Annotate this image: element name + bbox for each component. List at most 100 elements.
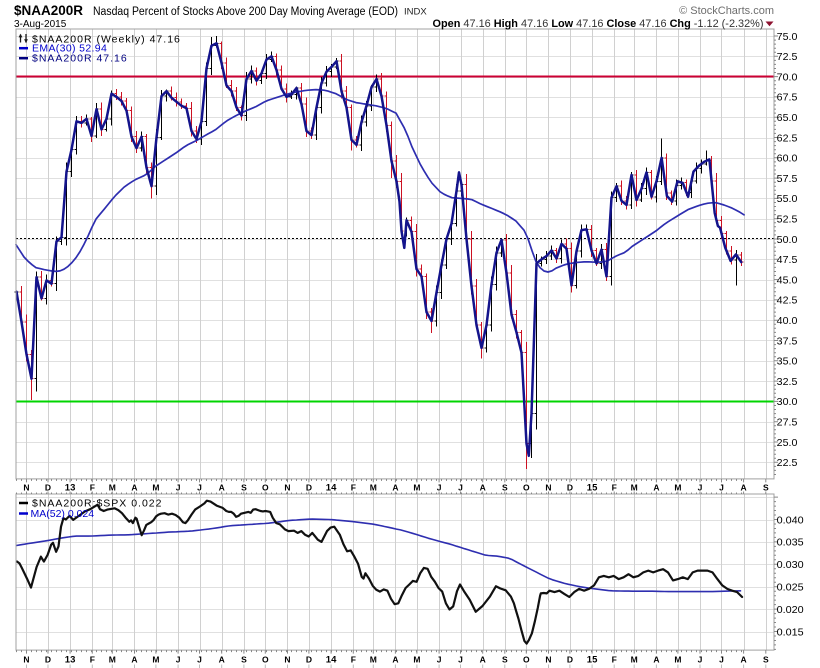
svg-text:J: J [719, 655, 724, 665]
svg-text:A: A [741, 655, 747, 665]
svg-text:70.0: 70.0 [777, 71, 798, 83]
svg-text:25.0: 25.0 [777, 437, 798, 449]
svg-text:S: S [763, 655, 769, 665]
svg-text:D: D [306, 655, 312, 665]
svg-text:D: D [306, 482, 312, 492]
svg-text:A: A [653, 655, 659, 665]
svg-text:EMA(30) 52.94: EMA(30) 52.94 [32, 43, 107, 55]
svg-text:50.0: 50.0 [777, 234, 798, 246]
svg-text:F: F [612, 655, 617, 665]
svg-text:J: J [197, 655, 202, 665]
svg-text:A: A [480, 482, 486, 492]
svg-text:A: A [219, 655, 225, 665]
svg-text:N: N [23, 655, 29, 665]
svg-text:$NAA200R 47.16: $NAA200R 47.16 [32, 53, 128, 65]
svg-text:M: M [413, 482, 420, 492]
svg-text:A: A [131, 655, 137, 665]
svg-text:F: F [612, 482, 617, 492]
svg-text:J: J [458, 655, 463, 665]
svg-text:J: J [437, 482, 442, 492]
svg-text:N: N [23, 482, 29, 492]
svg-text:0.025: 0.025 [777, 582, 804, 594]
svg-text:M: M [370, 655, 377, 665]
svg-text:F: F [351, 482, 356, 492]
svg-text:J: J [698, 482, 703, 492]
svg-text:72.5: 72.5 [777, 51, 798, 63]
svg-text:J: J [197, 482, 202, 492]
svg-text:14: 14 [326, 482, 337, 493]
svg-text:A: A [741, 482, 747, 492]
svg-text:F: F [90, 482, 95, 492]
svg-text:A: A [392, 655, 398, 665]
svg-text:J: J [176, 655, 181, 665]
svg-text:S: S [763, 482, 769, 492]
svg-text:O: O [262, 482, 269, 492]
svg-text:22.5: 22.5 [777, 457, 798, 469]
svg-text:D: D [567, 482, 573, 492]
svg-text:N: N [284, 655, 290, 665]
svg-text:$NAA200R (Weekly) 47.16: $NAA200R (Weekly) 47.16 [32, 34, 181, 46]
svg-text:Open 47.16 High 47.16 Low 47.1: Open 47.16 High 47.16 Low 47.16 Close 47… [433, 18, 764, 30]
svg-text:42.5: 42.5 [777, 295, 798, 307]
svg-text:A: A [480, 655, 486, 665]
svg-text:N: N [545, 655, 551, 665]
svg-text:M: M [152, 482, 159, 492]
svg-text:14: 14 [326, 655, 337, 666]
svg-text:0.035: 0.035 [777, 537, 804, 549]
svg-text:62.5: 62.5 [777, 132, 798, 144]
svg-text:$NAA200R:$SPX 0.022: $NAA200R:$SPX 0.022 [32, 498, 163, 510]
svg-text:J: J [437, 655, 442, 665]
svg-text:N: N [284, 482, 290, 492]
svg-text:47.5: 47.5 [777, 254, 798, 266]
svg-text:INDX: INDX [404, 7, 427, 18]
svg-text:M: M [370, 482, 377, 492]
svg-text:S: S [241, 655, 247, 665]
svg-text:O: O [523, 655, 530, 665]
svg-text:A: A [219, 482, 225, 492]
svg-text:J: J [176, 482, 181, 492]
svg-text:13: 13 [65, 655, 76, 666]
svg-text:M: M [109, 482, 116, 492]
svg-text:0.030: 0.030 [777, 559, 804, 571]
svg-text:D: D [45, 655, 51, 665]
svg-text:0.040: 0.040 [777, 514, 804, 526]
svg-text:O: O [262, 655, 269, 665]
svg-text:M: M [674, 655, 681, 665]
svg-text:27.5: 27.5 [777, 417, 798, 429]
svg-text:52.5: 52.5 [777, 214, 798, 226]
svg-text:0.015: 0.015 [777, 626, 804, 638]
svg-text:67.5: 67.5 [777, 92, 798, 104]
svg-text:M: M [152, 655, 159, 665]
svg-text:60.0: 60.0 [777, 153, 798, 165]
svg-text:15: 15 [587, 482, 598, 493]
svg-text:$NAA200R: $NAA200R [14, 3, 83, 18]
svg-text:A: A [392, 482, 398, 492]
svg-text:M: M [631, 482, 638, 492]
svg-text:F: F [351, 655, 356, 665]
svg-text:40.0: 40.0 [777, 315, 798, 327]
svg-text:13: 13 [65, 482, 76, 493]
svg-text:45.0: 45.0 [777, 274, 798, 286]
svg-text:D: D [45, 482, 51, 492]
svg-text:A: A [653, 482, 659, 492]
svg-text:A: A [131, 482, 137, 492]
svg-text:MA(52) 0.024: MA(52) 0.024 [31, 508, 95, 520]
svg-text:55.0: 55.0 [777, 193, 798, 205]
svg-text:© StockCharts.com: © StockCharts.com [679, 5, 774, 17]
svg-text:M: M [413, 655, 420, 665]
svg-text:S: S [502, 655, 508, 665]
svg-text:32.5: 32.5 [777, 376, 798, 388]
svg-text:57.5: 57.5 [777, 173, 798, 185]
svg-text:75.0: 75.0 [777, 31, 798, 43]
svg-text:15: 15 [587, 655, 598, 666]
svg-text:M: M [674, 482, 681, 492]
svg-text:N: N [545, 482, 551, 492]
svg-text:D: D [567, 655, 573, 665]
svg-text:Nasdaq Percent of Stocks Above: Nasdaq Percent of Stocks Above 200 Day M… [93, 6, 398, 18]
svg-text:J: J [719, 482, 724, 492]
svg-text:S: S [502, 482, 508, 492]
svg-text:S: S [241, 482, 247, 492]
svg-text:M: M [631, 655, 638, 665]
svg-text:0.020: 0.020 [777, 604, 804, 616]
svg-text:J: J [458, 482, 463, 492]
